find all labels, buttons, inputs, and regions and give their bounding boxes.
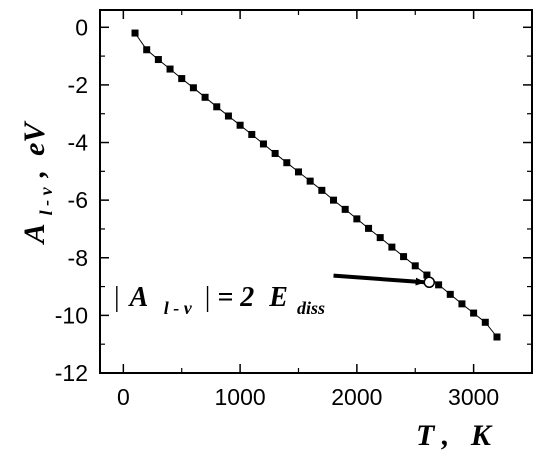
x-axis-title-unit: K [470,419,493,452]
x-tick-label: 0 [117,384,130,410]
series-markers [131,29,501,341]
data-point [213,103,221,111]
y-tick-label: -6 [68,187,88,213]
data-point [154,56,162,64]
y-tick-label: -10 [55,302,88,328]
data-point [423,271,431,279]
data-point [365,224,373,232]
data-point [131,29,139,37]
annotation-arrow [333,273,426,286]
data-point [236,121,244,129]
data-point [481,318,489,326]
x-tick-label: 1000 [215,384,266,410]
data-point [178,75,186,83]
data-point [400,253,408,261]
y-tick-label: -2 [68,72,88,98]
y-axis-title-sep: , [18,170,51,179]
data-point [493,333,501,341]
y-axis-title-main: A [18,223,51,245]
data-point [470,309,478,317]
x-axis-ticks: 0 1000 2000 3000 [117,10,533,410]
data-point [143,46,151,54]
annotation-e: E [268,282,288,313]
series-line [134,32,498,338]
data-point [411,262,419,270]
data-point [248,130,256,138]
y-axis-title-sub: l - v [36,186,56,215]
y-axis-title-unit: eV [18,120,51,156]
data-point [306,177,314,185]
data-point [458,300,466,308]
x-tick-label: 3000 [448,384,499,410]
highlight-point [423,276,436,288]
x-axis-title-main: T [416,419,436,452]
annotation-formula: | A l - v | = 2 E diss [114,282,325,321]
data-point [446,290,454,298]
data-point [283,159,291,167]
data-point [224,112,232,120]
y-axis-title: A l - v , eV [18,120,56,246]
data-point [201,93,209,101]
y-tick-label: 0 [75,14,88,40]
data-point [353,215,361,223]
x-axis-title-sep: , [441,419,450,452]
data-point [376,234,384,242]
annotation-bar-left: | [114,282,120,313]
annotation-a: A [128,282,148,313]
x-tick-label: 2000 [331,384,382,410]
annotation-eq: = 2 [217,282,254,313]
plot-frame [99,9,533,374]
y-axis-ticks: 0 -2 -4 -6 -8 -10 -12 [55,14,532,386]
data-point [341,205,349,213]
data-point [271,149,279,157]
data-point [388,243,396,251]
annotation-bar-right: | [205,282,211,313]
data-point [435,281,443,289]
y-tick-label: -12 [55,360,88,386]
data-point [166,65,174,73]
x-axis-title: T , K [416,419,493,452]
data-point [294,168,302,176]
annotation-e-sub: diss [297,298,325,318]
y-tick-label: -4 [68,130,89,156]
data-point [189,84,197,92]
data-point [318,186,326,194]
data-point [259,140,267,148]
data-point [330,196,338,204]
annotation-a-sub: l - v [164,298,193,318]
y-tick-label: -8 [68,245,88,271]
